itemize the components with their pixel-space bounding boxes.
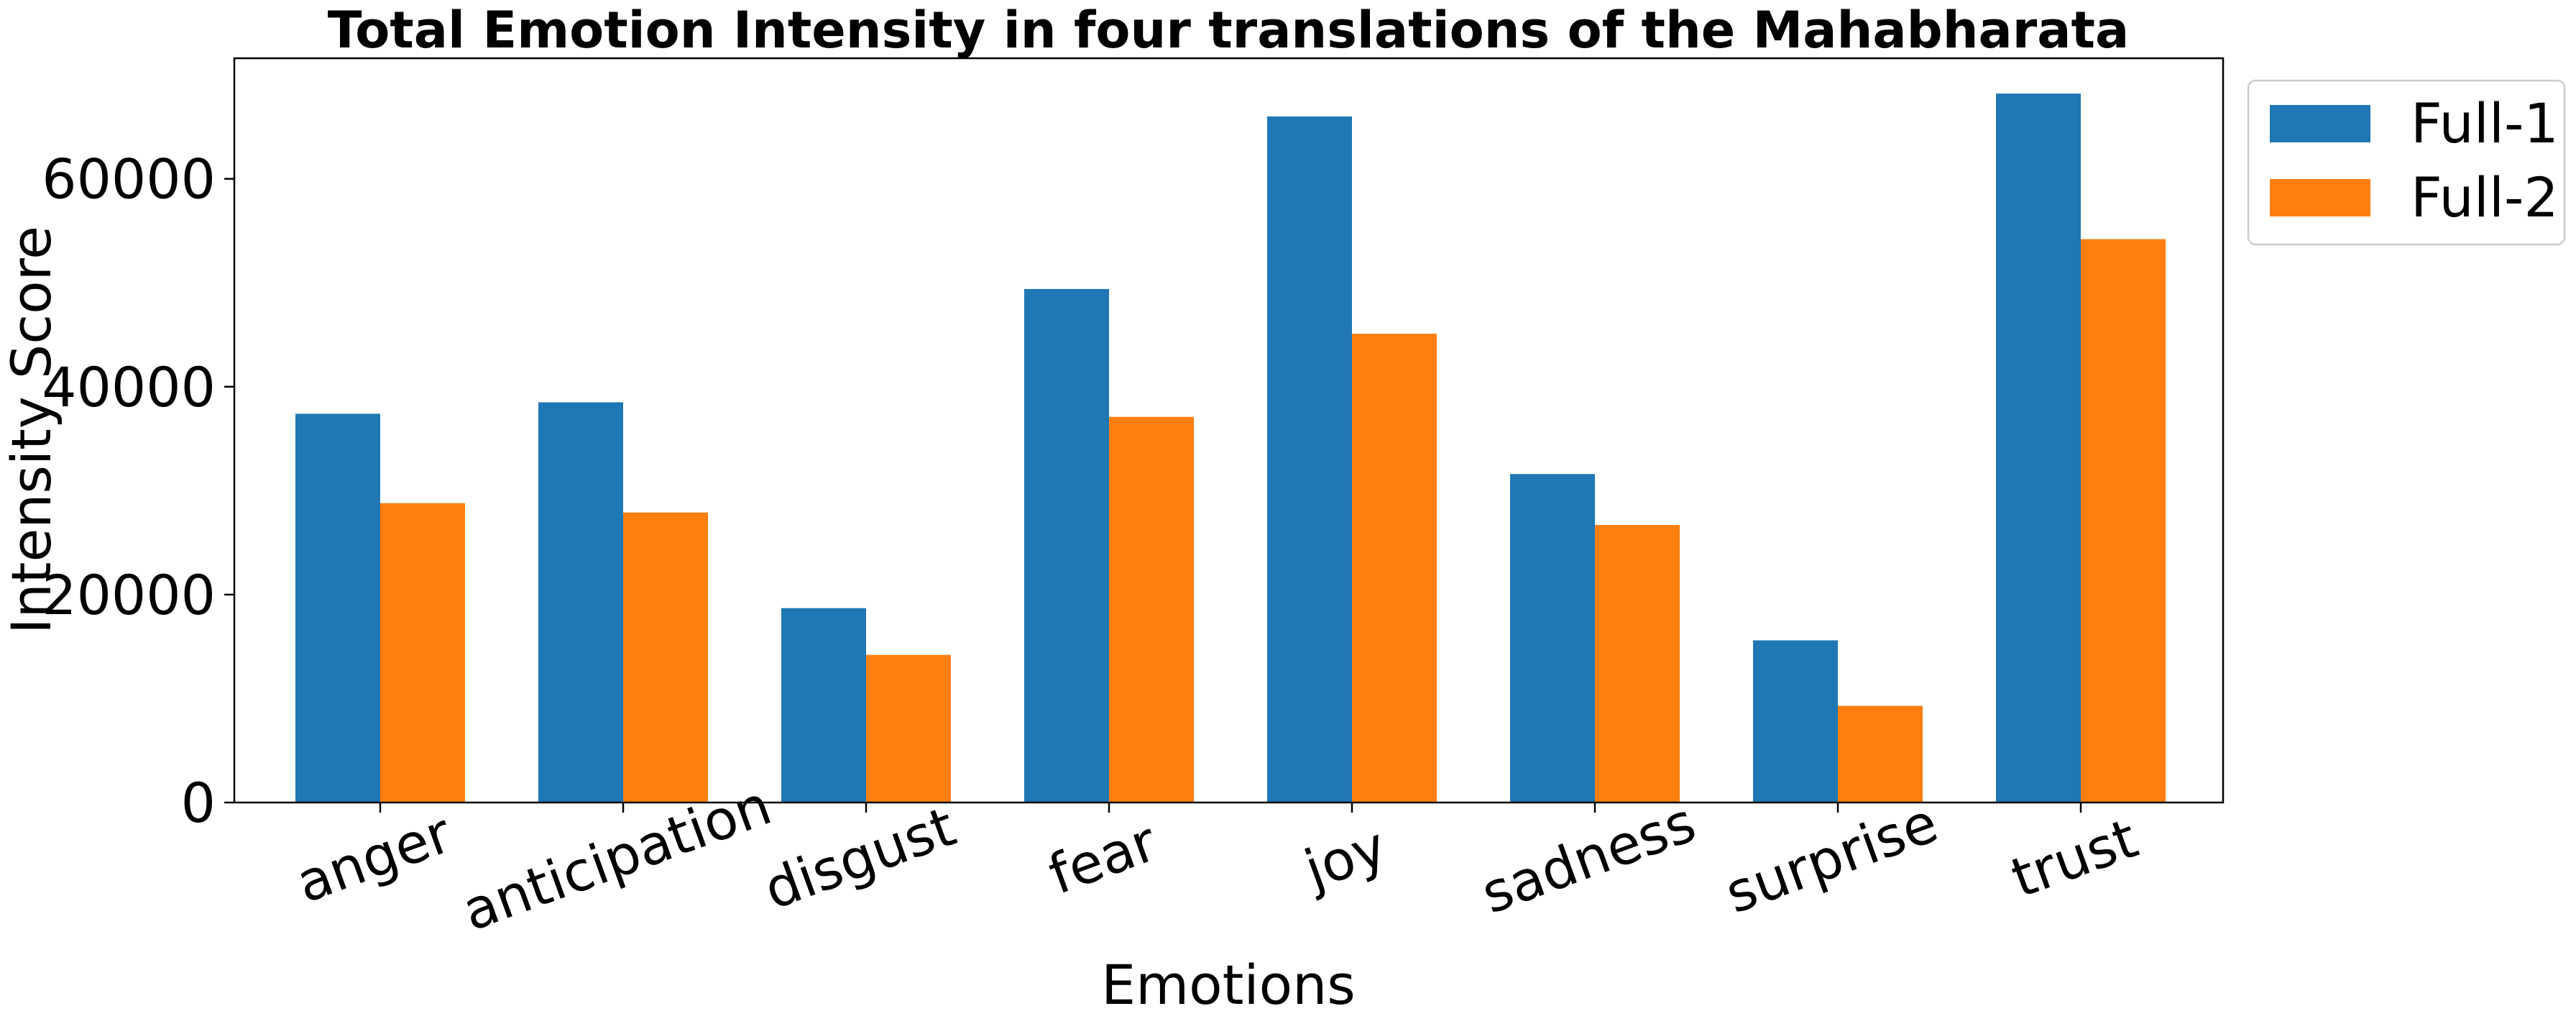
bar-full-2-anger [380, 503, 465, 803]
bar-full-1-joy [1267, 116, 1352, 803]
x-tick-label-fear: fear [1041, 809, 1165, 907]
x-axis-label: Emotions [1101, 953, 1356, 1017]
bar-full-2-joy [1352, 334, 1437, 803]
x-tick-label-anger: anger [288, 800, 460, 915]
bar-full-1-disgust [781, 608, 866, 803]
bar-full-2-sadness [1595, 525, 1680, 803]
bar-full-1-anger [295, 413, 380, 803]
legend-swatch-full-1 [2270, 105, 2370, 142]
bar-full-1-surprise [1753, 640, 1838, 803]
x-tick-label-trust: trust [2003, 806, 2145, 910]
chart-title: Total Emotion Intensity in four translat… [328, 1, 2129, 60]
bar-full-2-fear [1109, 416, 1194, 803]
bar-full-2-anticipation [623, 512, 708, 803]
x-tick-label-joy: joy [1295, 814, 1394, 902]
y-tick-label: 0 [181, 771, 216, 835]
legend-label-full-1: Full-1 [2411, 91, 2559, 155]
plot-frame [233, 57, 2225, 804]
legend-swatch-full-2 [2270, 179, 2370, 216]
bars-group [295, 93, 2166, 803]
bar-full-2-disgust [866, 654, 951, 803]
bar-full-1-fear [1024, 288, 1109, 803]
x-tick-label-disgust: disgust [756, 794, 964, 922]
bar-full-1-trust [1996, 93, 2081, 803]
x-tick-label-surprise: surprise [1717, 790, 1946, 925]
y-tick-label: 60000 [42, 147, 216, 211]
bar-full-1-anticipation [538, 402, 623, 803]
y-tick-label: 40000 [42, 355, 216, 419]
legend-label-full-2: Full-2 [2411, 165, 2559, 229]
bar-full-2-trust [2081, 239, 2166, 803]
legend: Full-1 Full-2 [2247, 79, 2566, 246]
y-axis: 0 20000 40000 60000 [42, 147, 234, 835]
y-axis-label: Intensity Score [0, 226, 63, 634]
bar-full-1-sadness [1510, 474, 1595, 803]
bar-full-2-surprise [1838, 705, 1923, 803]
x-tick-label-sadness: sadness [1473, 790, 1703, 926]
y-tick-label: 20000 [42, 563, 216, 627]
